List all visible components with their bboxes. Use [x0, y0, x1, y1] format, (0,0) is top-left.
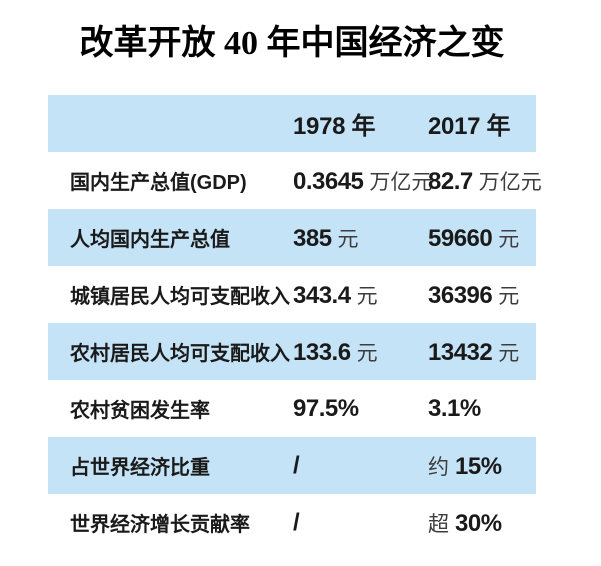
value-unit: 元 — [337, 226, 359, 251]
value-2017: 13432 元 — [428, 337, 536, 367]
value-number: 59660 — [428, 224, 493, 252]
value-2017: 超 30% — [428, 508, 536, 538]
value-prefix: 约 — [428, 454, 449, 479]
value-number: 385 — [293, 224, 332, 252]
value-number: 133.6 — [293, 338, 351, 366]
value-1978: 0.3645 万亿元 — [293, 166, 432, 196]
page-title: 改革开放 40 年中国经济之变 — [79, 25, 505, 62]
economy-comparison-table: 1978 年 2017 年 国内生产总值(GDP) 0.3645 万亿元 82.7… — [48, 95, 542, 551]
table-row: 农村贫困发生率 97.5% 3.1% — [48, 380, 536, 437]
value-2017: 82.7 万亿元 — [428, 166, 542, 196]
value-unit: 元 — [356, 340, 378, 365]
value-number: 36396 — [428, 281, 493, 309]
value-unit: 元 — [498, 226, 520, 251]
header-2017: 2017 年 — [428, 113, 511, 140]
value-number: 30% — [455, 509, 502, 537]
value-2017: 约 15% — [428, 451, 536, 481]
table-row: 城镇居民人均可支配收入 343.4 元 36396 元 — [48, 266, 536, 323]
value-number: 3.1% — [428, 394, 481, 422]
row-label: 国内生产总值(GDP) — [70, 172, 247, 194]
row-label: 农村居民人均可支配收入 — [70, 343, 290, 365]
row-label: 城镇居民人均可支配收入 — [70, 286, 290, 308]
value-unit: 元 — [356, 283, 378, 308]
value-1978: / — [293, 452, 428, 480]
value-2017: 3.1% — [428, 395, 536, 423]
value-number: 0.3645 — [293, 167, 364, 195]
value-number: / — [293, 451, 300, 479]
value-1978: 97.5% — [293, 395, 428, 423]
value-unit: 元 — [498, 340, 520, 365]
value-unit: 元 — [498, 283, 520, 308]
table-row: 农村居民人均可支配收入 133.6 元 13432 元 — [48, 323, 536, 380]
row-label: 世界经济增长贡献率 — [70, 514, 250, 536]
row-label: 人均国内生产总值 — [70, 229, 230, 251]
value-1978: / — [293, 509, 428, 537]
value-2017: 36396 元 — [428, 280, 536, 310]
value-number: / — [293, 508, 300, 536]
table-header-row: 1978 年 2017 年 — [48, 95, 536, 152]
value-unit: 万亿元 — [478, 169, 542, 194]
table-row: 人均国内生产总值 385 元 59660 元 — [48, 209, 536, 266]
value-1978: 133.6 元 — [293, 337, 428, 367]
table-row: 占世界经济比重 / 约 15% — [48, 437, 536, 494]
value-2017: 59660 元 — [428, 223, 536, 253]
table-row: 国内生产总值(GDP) 0.3645 万亿元 82.7 万亿元 — [48, 152, 542, 209]
value-number: 82.7 — [428, 167, 473, 195]
row-label: 农村贫困发生率 — [70, 400, 210, 422]
value-prefix: 超 — [428, 511, 449, 536]
value-unit: 万亿元 — [369, 169, 433, 194]
value-1978: 343.4 元 — [293, 280, 428, 310]
table-row: 世界经济增长贡献率 / 超 30% — [48, 494, 536, 551]
value-number: 343.4 — [293, 281, 351, 309]
row-label: 占世界经济比重 — [70, 457, 210, 479]
value-number: 15% — [455, 452, 502, 480]
header-1978: 1978 年 — [293, 113, 376, 140]
value-number: 13432 — [428, 338, 493, 366]
value-1978: 385 元 — [293, 223, 428, 253]
value-number: 97.5% — [293, 394, 359, 422]
